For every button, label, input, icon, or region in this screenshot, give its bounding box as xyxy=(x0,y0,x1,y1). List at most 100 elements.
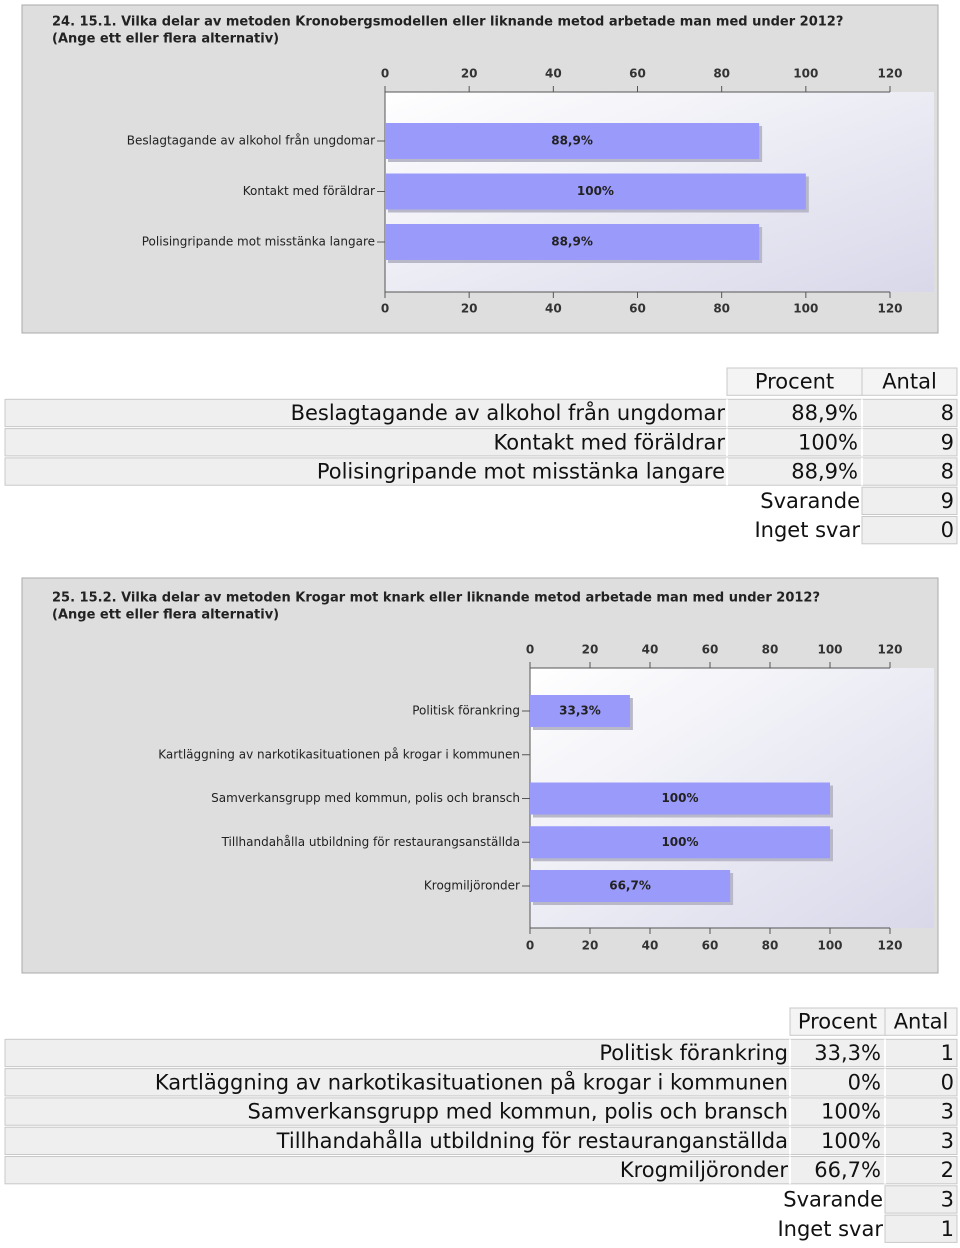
x-tick-label: 80 xyxy=(762,939,779,953)
table-row xyxy=(4,1156,958,1185)
value-label: 33,3% xyxy=(559,704,601,718)
summary-label: Inget svar xyxy=(754,518,860,542)
category-label: Politisk förankring xyxy=(412,704,520,718)
column-header: Procent xyxy=(798,1010,877,1034)
count-cell: 1 xyxy=(941,1041,954,1065)
x-tick-label: 80 xyxy=(713,302,730,316)
x-tick-label: 0 xyxy=(526,643,534,657)
x-tick-label: 20 xyxy=(582,643,599,657)
row-label: Politisk förankring xyxy=(599,1041,788,1065)
count-cell: 3 xyxy=(941,1100,954,1124)
percent-cell: 0% xyxy=(848,1070,881,1094)
x-tick-label: 120 xyxy=(877,67,902,81)
bar xyxy=(385,224,760,260)
table-row xyxy=(4,398,958,428)
value-label: 88,9% xyxy=(551,134,593,148)
category-label: Beslagtagande av alkohol från ungdomar xyxy=(127,134,375,148)
category-label: Tillhandahålla utbildning för restaurang… xyxy=(221,835,520,849)
chart-title: 25. 15.2. Vilka delar av metoden Krogar … xyxy=(52,591,820,606)
table-row xyxy=(4,1068,958,1097)
count-cell: 0 xyxy=(941,1070,954,1094)
percent-cell: 66,7% xyxy=(814,1158,881,1182)
x-tick-label: 120 xyxy=(877,939,902,953)
x-tick-label: 40 xyxy=(642,939,659,953)
summary-value: 0 xyxy=(941,518,954,542)
count-cell: 2 xyxy=(941,1158,954,1182)
summary-value: 9 xyxy=(941,489,954,513)
summary-label: Svarande xyxy=(783,1187,883,1211)
x-tick-label: 0 xyxy=(526,939,534,953)
value-label: 100% xyxy=(661,791,698,805)
row-label: Krogmiljöronder xyxy=(620,1158,789,1182)
x-tick-label: 60 xyxy=(702,939,719,953)
x-tick-label: 20 xyxy=(461,302,478,316)
count-cell: 8 xyxy=(941,460,954,484)
summary-label: Svarande xyxy=(760,489,860,513)
row-label: Polisingripande mot misstänka langare xyxy=(317,460,725,484)
x-tick-label: 20 xyxy=(582,939,599,953)
table-row xyxy=(4,1097,958,1126)
x-tick-label: 100 xyxy=(817,643,842,657)
x-tick-label: 40 xyxy=(642,643,659,657)
x-tick-label: 100 xyxy=(793,67,818,81)
summary-cell xyxy=(861,486,958,516)
x-tick-label: 40 xyxy=(545,67,562,81)
summary-cell xyxy=(884,1214,958,1243)
row-label: Kontakt med föräldrar xyxy=(494,430,726,454)
row-label: Samverkansgrupp med kommun, polis och br… xyxy=(248,1100,788,1124)
category-label: Krogmiljöronder xyxy=(424,879,520,893)
percent-cell: 88,9% xyxy=(791,401,858,425)
percent-cell: 100% xyxy=(821,1129,881,1153)
column-header: Antal xyxy=(882,370,937,394)
chart-subtitle: (Ange ett eller flera alternativ) xyxy=(52,32,279,47)
row-label: Beslagtagande av alkohol från ungdomar xyxy=(291,400,726,425)
header-cell xyxy=(861,367,958,396)
bar xyxy=(530,695,630,727)
x-tick-label: 80 xyxy=(762,643,779,657)
category-label: Samverkansgrupp med kommun, polis och br… xyxy=(211,791,520,805)
x-tick-label: 0 xyxy=(381,302,389,316)
value-label: 88,9% xyxy=(551,235,593,249)
value-label: 100% xyxy=(577,184,614,198)
header-cell xyxy=(726,367,863,396)
chart-title: 24. 15.1. Vilka delar av metoden Kronobe… xyxy=(52,15,843,30)
bar xyxy=(530,826,830,859)
bar xyxy=(530,782,830,815)
x-tick-label: 60 xyxy=(629,67,646,81)
table-row xyxy=(4,1038,958,1068)
percent-cell: 100% xyxy=(821,1100,881,1124)
count-cell: 8 xyxy=(941,401,954,425)
header-cell xyxy=(884,1007,958,1036)
x-tick-label: 0 xyxy=(381,67,389,81)
bar xyxy=(385,173,806,210)
x-tick-label: 100 xyxy=(817,939,842,953)
percent-cell: 33,3% xyxy=(814,1041,881,1065)
value-label: 100% xyxy=(661,835,698,849)
percent-cell: 100% xyxy=(798,430,858,454)
chart-subtitle: (Ange ett eller flera alternativ) xyxy=(52,608,279,623)
x-tick-label: 20 xyxy=(461,67,478,81)
x-tick-label: 60 xyxy=(702,643,719,657)
x-tick-label: 120 xyxy=(877,643,902,657)
summary-cell xyxy=(861,516,958,545)
column-header: Procent xyxy=(755,370,834,394)
summary-cell xyxy=(884,1185,958,1214)
x-tick-label: 80 xyxy=(713,67,730,81)
category-label: Kartläggning av narkotikasituationen på … xyxy=(158,747,520,761)
table-row xyxy=(4,428,958,457)
summary-label: Inget svar xyxy=(777,1217,883,1241)
bar xyxy=(385,123,760,159)
x-tick-label: 40 xyxy=(545,302,562,316)
bar xyxy=(530,870,731,902)
category-label: Polisingripande mot misstänka langare xyxy=(142,235,375,249)
count-cell: 3 xyxy=(941,1129,954,1153)
row-label: Kartläggning av narkotikasituationen på … xyxy=(155,1069,788,1094)
summary-value: 1 xyxy=(941,1217,954,1241)
x-tick-label: 100 xyxy=(793,302,818,316)
column-header: Antal xyxy=(894,1010,949,1034)
category-label: Kontakt med föräldrar xyxy=(243,184,375,198)
table-row xyxy=(4,1126,958,1155)
count-cell: 9 xyxy=(941,430,954,454)
x-tick-label: 120 xyxy=(877,302,902,316)
